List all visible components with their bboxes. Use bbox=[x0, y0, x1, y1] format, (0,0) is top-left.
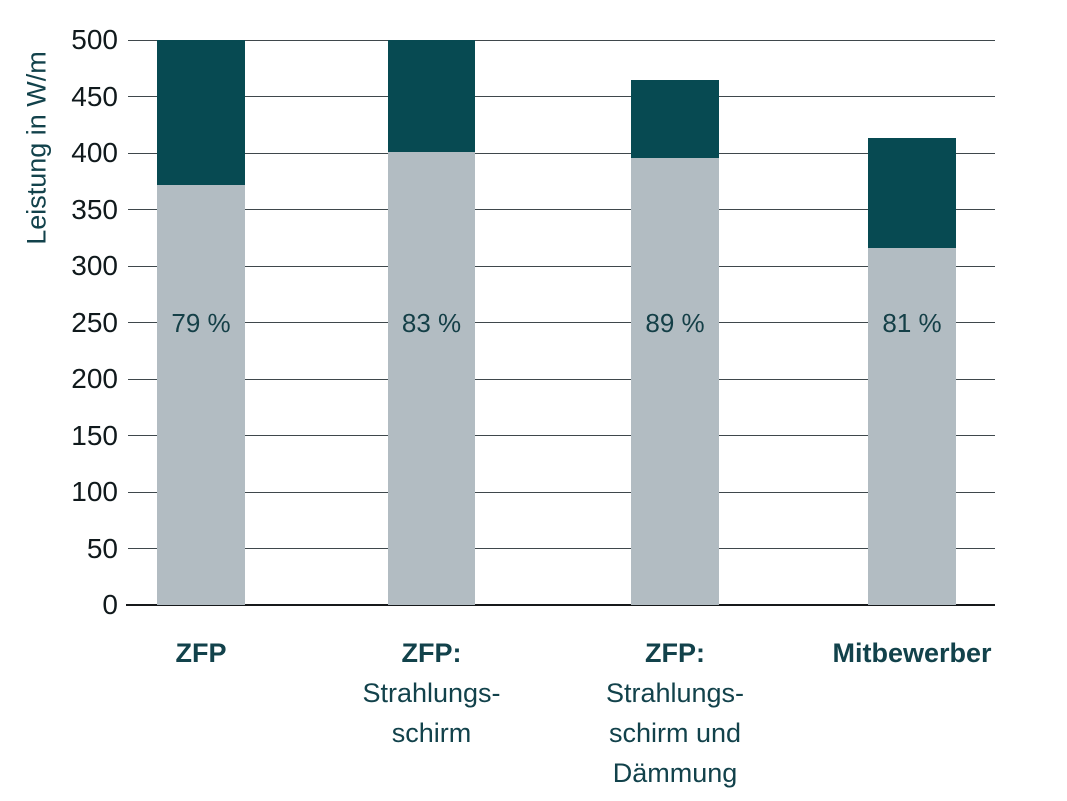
y-tick-label: 400 bbox=[71, 137, 118, 168]
y-tick-label: 250 bbox=[71, 306, 118, 338]
gridline-200 bbox=[128, 378, 995, 380]
gridline-300 bbox=[128, 265, 995, 267]
bar-annotation: 89 % bbox=[645, 307, 705, 338]
bar-segment-top bbox=[868, 138, 956, 248]
x-category-label: Mitbewerber bbox=[792, 633, 1032, 673]
x-category-label: ZFP: Strahlungs-schirm bbox=[312, 633, 552, 753]
gridline-100 bbox=[128, 491, 995, 493]
gridline-350 bbox=[128, 209, 995, 210]
x-category-label-line: Strahlungs- bbox=[362, 678, 501, 708]
bar-segment-top bbox=[157, 40, 245, 185]
bar-segment-base bbox=[157, 184, 245, 605]
y-tick-label: 0 bbox=[102, 589, 118, 620]
x-category-label-line: ZFP bbox=[175, 638, 227, 668]
x-category-label: ZFP: Strahlungs-schirm und Dämmung bbox=[555, 633, 795, 793]
bar-segment-base bbox=[868, 247, 956, 605]
x-category-label-line: Dämmung bbox=[612, 758, 738, 788]
y-tick-label: 350 bbox=[71, 193, 118, 225]
y-tick-label: 200 bbox=[71, 363, 118, 394]
x-category-label-line: Strahlungs- bbox=[605, 678, 745, 708]
gridline-500 bbox=[128, 39, 995, 41]
y-tick-label: 150 bbox=[71, 419, 118, 451]
gridline-450 bbox=[128, 96, 995, 97]
bar-segment-base bbox=[388, 151, 475, 605]
bar-annotation: 83 % bbox=[401, 307, 462, 338]
x-category-label-line: schirm bbox=[391, 718, 472, 748]
bar-segment-base bbox=[631, 157, 719, 605]
y-tick-label: 300 bbox=[71, 250, 118, 281]
x-category-label-line: schirm und bbox=[608, 718, 742, 748]
gridline-400 bbox=[128, 152, 995, 154]
bar-segment-top bbox=[631, 79, 719, 158]
y-tick-label: 450 bbox=[71, 80, 118, 112]
bar-segment-top bbox=[388, 40, 475, 152]
x-category-label-line: ZFP: bbox=[401, 638, 462, 668]
bar-annotation: 79 % bbox=[171, 307, 231, 338]
gridline-150 bbox=[128, 435, 995, 436]
gridline-250 bbox=[128, 322, 995, 323]
x-category-label-line: ZFP: bbox=[645, 638, 705, 668]
y-tick-label: 100 bbox=[71, 476, 118, 507]
bar-annotation: 81 % bbox=[882, 307, 942, 338]
x-category-label: ZFP bbox=[81, 633, 321, 673]
y-tick-label: 50 bbox=[86, 532, 118, 564]
x-category-label-line: Mitbewerber bbox=[832, 638, 992, 668]
x-axis-line bbox=[126, 604, 995, 606]
y-tick-label: 500 bbox=[71, 24, 118, 55]
gridline-50 bbox=[128, 548, 995, 549]
